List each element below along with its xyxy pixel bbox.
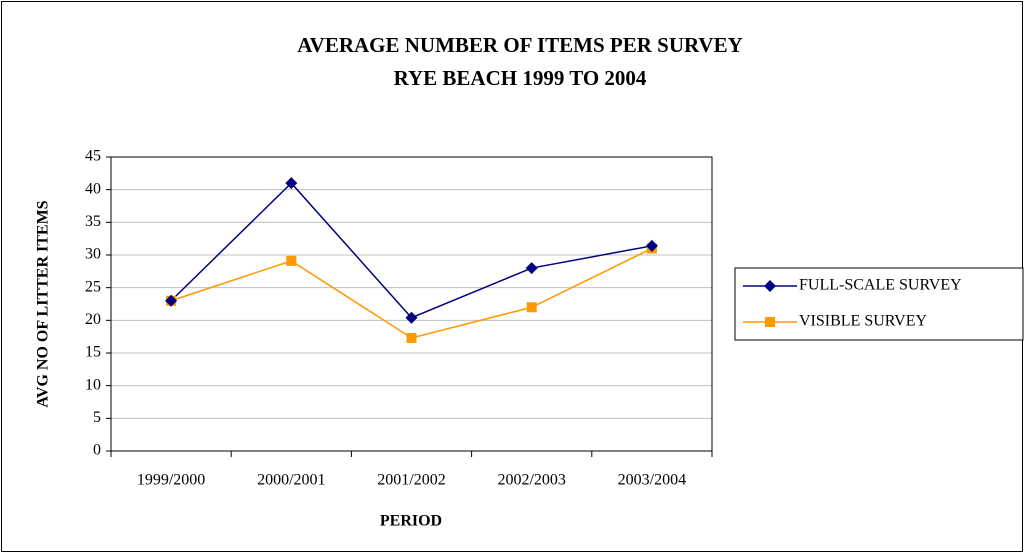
marker: [765, 317, 775, 327]
marker: [405, 311, 418, 324]
chart-subtitle: RYE BEACH 1999 TO 2004: [394, 66, 647, 90]
y-tick-label: 10: [85, 376, 101, 393]
x-tick-label: 1999/2000: [137, 472, 205, 489]
y-tick-label: 15: [85, 344, 101, 361]
legend-label: FULL-SCALE SURVEY: [799, 277, 962, 294]
marker: [285, 177, 298, 190]
y-tick-label: 0: [93, 442, 101, 459]
legend-box: [734, 267, 1024, 341]
y-tick-label: 5: [93, 409, 101, 426]
marker: [286, 255, 297, 266]
marker: [764, 280, 776, 292]
y-tick-label: 45: [85, 148, 101, 165]
y-tick-label: 35: [85, 213, 101, 230]
marker: [525, 262, 538, 275]
y-tick-label: 40: [85, 180, 101, 197]
x-tick-label: 2002/2003: [497, 472, 565, 489]
marker: [526, 302, 537, 313]
y-tick-label: 30: [85, 246, 101, 263]
x-tick-label: 2003/2004: [618, 472, 686, 489]
marker: [165, 294, 178, 307]
y-tick-label: 25: [85, 278, 101, 295]
marker: [645, 239, 658, 252]
y-axis-label: AVG NO OF LITTER ITEMS: [35, 200, 52, 407]
plot-area: [110, 156, 713, 452]
x-axis-label: PERIOD: [380, 513, 442, 530]
legend-label: VISIBLE SURVEY: [799, 313, 928, 330]
y-tick-label: 20: [85, 311, 101, 328]
x-tick-label: 2001/2002: [377, 472, 445, 489]
marker: [406, 332, 417, 343]
x-tick-label: 2000/2001: [257, 472, 325, 489]
chart-title: AVERAGE NUMBER OF ITEMS PER SURVEY: [297, 33, 743, 57]
